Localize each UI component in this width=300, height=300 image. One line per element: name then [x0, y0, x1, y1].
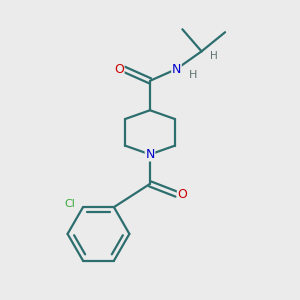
Text: O: O [178, 188, 187, 201]
Text: H: H [188, 70, 197, 80]
Text: H: H [210, 51, 218, 61]
Text: N: N [145, 148, 155, 161]
Text: Cl: Cl [64, 199, 75, 209]
Text: N: N [172, 62, 181, 76]
Text: O: O [114, 62, 124, 76]
